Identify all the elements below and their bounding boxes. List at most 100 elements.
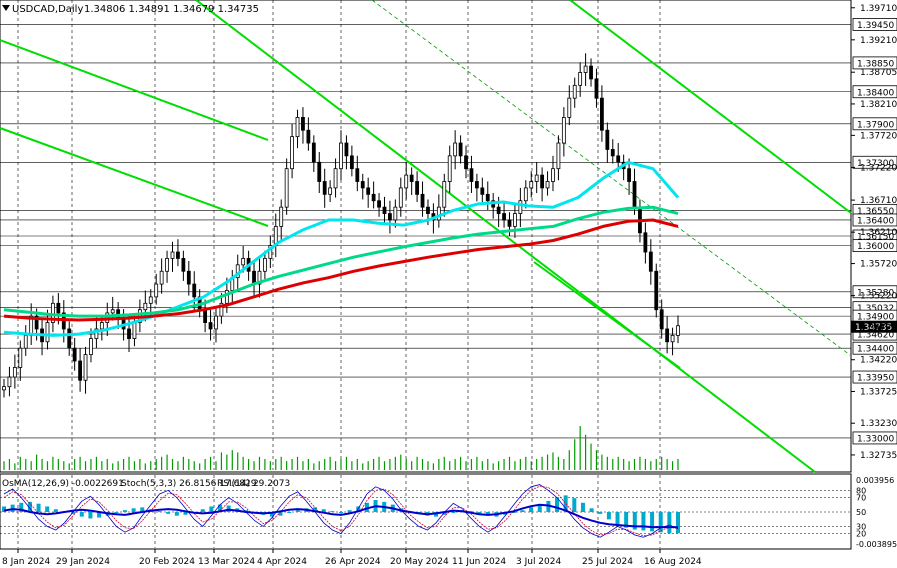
osma-bar bbox=[347, 510, 352, 512]
price-level-box bbox=[852, 285, 897, 299]
price-level-label: 1.35280 bbox=[857, 288, 894, 298]
y-tick-label: 1.35720 bbox=[860, 260, 897, 270]
y-tick-label: 1.34220 bbox=[860, 356, 897, 366]
candle-body bbox=[474, 181, 479, 189]
candle-body bbox=[328, 187, 333, 195]
osma-bar bbox=[520, 510, 525, 512]
osma-bar bbox=[676, 512, 680, 534]
candle-body bbox=[170, 251, 175, 259]
price-level-label: 1.33950 bbox=[857, 374, 894, 384]
osma-bar bbox=[321, 509, 326, 512]
osma-bar bbox=[511, 512, 516, 513]
channel-trendline bbox=[533, 261, 681, 369]
candle-body bbox=[616, 155, 621, 163]
candle-body bbox=[393, 206, 398, 221]
candle-body bbox=[551, 168, 555, 182]
candle-body bbox=[426, 206, 430, 214]
osma-bar bbox=[200, 509, 205, 512]
candle-body bbox=[404, 174, 409, 189]
candle-body bbox=[572, 84, 577, 99]
oscillator-axis-label: 30 bbox=[856, 522, 866, 531]
candle-body bbox=[214, 315, 218, 330]
candle-body bbox=[583, 65, 588, 73]
osma-bar bbox=[166, 512, 171, 514]
osma-bar bbox=[278, 512, 283, 516]
candle-body bbox=[127, 328, 131, 339]
osma-bar bbox=[563, 495, 568, 512]
x-tick-label: 13 Mar 2024 bbox=[198, 557, 255, 567]
osma-bar bbox=[36, 503, 41, 512]
x-tick-label: 20 Feb 2024 bbox=[139, 557, 195, 567]
candle-body bbox=[159, 270, 164, 285]
osma-bar bbox=[157, 511, 162, 513]
rsi-line bbox=[3, 503, 678, 529]
candle-body bbox=[154, 283, 159, 298]
osma-bar bbox=[468, 511, 473, 513]
candle-body bbox=[165, 258, 169, 272]
candle-body bbox=[458, 142, 463, 157]
candle-body bbox=[409, 174, 414, 182]
candle-body bbox=[648, 251, 653, 272]
candle-body bbox=[398, 187, 403, 208]
price-level-box bbox=[852, 56, 897, 70]
price-level-label: 1.33000 bbox=[857, 434, 894, 444]
osma-bar bbox=[114, 512, 119, 513]
candle-body bbox=[301, 116, 305, 131]
candle-body bbox=[284, 168, 289, 208]
osma-bar bbox=[209, 506, 214, 512]
candle-body bbox=[556, 142, 561, 170]
osma-bar bbox=[451, 512, 456, 513]
candle-body bbox=[34, 315, 39, 330]
candle-body bbox=[344, 142, 349, 157]
candle-body bbox=[263, 258, 267, 272]
x-tick-label: 20 May 2024 bbox=[390, 557, 449, 567]
price-level-box bbox=[852, 155, 897, 169]
osma-bar bbox=[632, 512, 637, 530]
oscillator-axis-label: -0.003895 bbox=[856, 540, 897, 549]
candle-body bbox=[355, 168, 360, 182]
candle-body bbox=[311, 142, 316, 163]
candle-body bbox=[23, 334, 28, 349]
y-tick-label: 1.37220 bbox=[860, 163, 897, 173]
price-level-label: 1.36550 bbox=[857, 207, 894, 217]
osma-bar bbox=[615, 512, 620, 524]
candle-body bbox=[203, 309, 208, 323]
price-level-label: 1.39450 bbox=[857, 21, 894, 31]
candle-body bbox=[578, 72, 583, 86]
channel-trendline bbox=[0, 39, 269, 141]
y-tick-label: 1.38210 bbox=[860, 100, 897, 110]
candle-body bbox=[632, 181, 637, 208]
candle-body bbox=[436, 206, 441, 221]
y-tick-label: 1.36710 bbox=[860, 196, 897, 206]
osma-bar bbox=[53, 509, 58, 512]
price-level-label: 1.34900 bbox=[857, 313, 894, 323]
candle-body bbox=[339, 142, 343, 170]
y-tick-label: 1.35220 bbox=[860, 292, 897, 302]
osma-bar bbox=[313, 507, 318, 512]
candle-body bbox=[600, 97, 604, 131]
y-tick-label: 1.33725 bbox=[860, 387, 897, 397]
candle-body bbox=[442, 181, 447, 208]
candle-body bbox=[513, 213, 517, 227]
moving-average-line bbox=[3, 160, 680, 337]
candle-body bbox=[529, 181, 534, 189]
candle-body bbox=[72, 347, 77, 362]
price-level-label: 1.38400 bbox=[857, 88, 894, 98]
candle-body bbox=[181, 258, 186, 272]
osma-bar bbox=[555, 497, 560, 512]
candle-body bbox=[78, 360, 82, 381]
osma-bar bbox=[529, 507, 534, 512]
symbol-dropdown-icon[interactable] bbox=[2, 5, 10, 11]
osma-bar bbox=[606, 512, 611, 520]
moving-average-line bbox=[3, 218, 679, 322]
candle-body bbox=[45, 322, 50, 343]
price-level-box bbox=[852, 370, 897, 384]
osma-bar bbox=[339, 512, 343, 513]
osma-bar bbox=[624, 512, 629, 528]
oscillator-axis-label: 80 bbox=[856, 486, 866, 495]
osma-bar bbox=[183, 512, 188, 515]
channel-trendline bbox=[569, 0, 852, 214]
candle-body bbox=[208, 322, 213, 330]
osma-bar bbox=[485, 512, 490, 516]
